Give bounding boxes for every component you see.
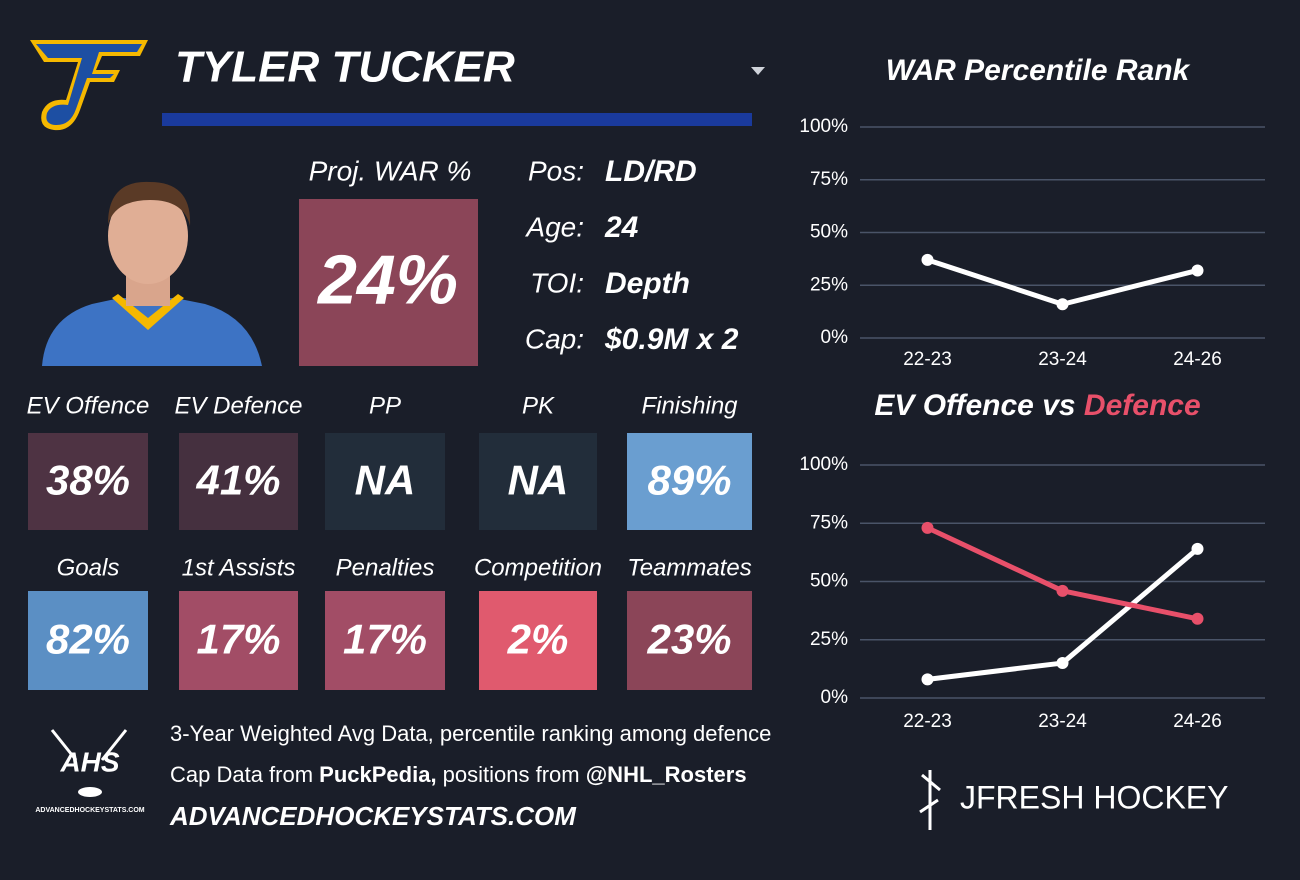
footer-line1: 3-Year Weighted Avg Data, percentile ran… — [170, 721, 771, 746]
proj-box — [299, 199, 478, 366]
proj-value: 24% — [316, 240, 458, 318]
tile — [325, 433, 445, 530]
chart-title: EV Offence vs Defence — [874, 389, 1200, 422]
footer-text: Cap Data from — [170, 762, 319, 787]
name-underline — [162, 113, 752, 126]
point — [921, 673, 934, 686]
tile-value: 17% — [343, 616, 427, 663]
x-tick-label: 24-26 — [1173, 349, 1222, 370]
info-value: LD/RD — [605, 155, 697, 188]
tile — [325, 591, 445, 690]
proj-label: Proj. WAR % — [309, 155, 472, 186]
info-label: Cap: — [525, 323, 584, 354]
y-tick-label: 100% — [799, 116, 848, 137]
y-tick-label: 25% — [810, 274, 848, 295]
tile — [28, 591, 148, 690]
team-logo — [30, 40, 148, 131]
tile-label: Penalties — [336, 554, 435, 581]
point — [1191, 542, 1204, 555]
x-tick-label: 23-24 — [1038, 349, 1087, 370]
tile — [627, 433, 752, 530]
y-tick-label: 25% — [810, 629, 848, 650]
tile — [28, 433, 148, 530]
info-label: TOI: — [530, 267, 584, 298]
ahs-logo-sub: ADVANCEDHOCKEYSTATS.COM — [35, 807, 144, 814]
point — [921, 253, 934, 266]
tile-label: 1st Assists — [182, 554, 296, 581]
info-label: Age: — [524, 211, 584, 242]
y-tick-label: 50% — [810, 571, 848, 592]
tile-value: 41% — [195, 457, 280, 504]
point — [1056, 657, 1069, 670]
tile-value: 17% — [196, 616, 280, 663]
chart-title-text: EV Offence vs — [874, 389, 1075, 422]
tile-label: Competition — [474, 554, 602, 581]
tile — [179, 433, 298, 530]
player-name: TYLER TUCKER — [175, 43, 515, 92]
tile-label: Goals — [57, 554, 120, 581]
y-tick-label: 0% — [821, 327, 849, 348]
x-tick-label: 22-23 — [903, 711, 952, 732]
tile — [179, 591, 298, 690]
dropdown[interactable] — [751, 67, 765, 75]
chart-title: WAR Percentile Rank — [886, 54, 1191, 87]
footer-line2: Cap Data from PuckPedia, positions from … — [170, 762, 747, 787]
tile-value: 89% — [647, 457, 731, 504]
y-tick-label: 75% — [810, 169, 848, 190]
point — [1191, 612, 1204, 625]
tile-value: NA — [508, 457, 569, 504]
x-tick-label: 24-26 — [1173, 711, 1222, 732]
x-tick-label: 23-24 — [1038, 711, 1087, 732]
tile-label: EV Defence — [174, 392, 302, 419]
line — [926, 257, 1199, 307]
line — [926, 525, 1199, 622]
footer-url: ADVANCEDHOCKEYSTATS.COM — [169, 801, 577, 831]
y-tick-label: 0% — [821, 687, 849, 708]
tiles: EV Offence 38% EV Defence 41% PP NA PK NA Finish… — [27, 392, 752, 690]
tile-label: Teammates — [627, 554, 752, 581]
footer-link: @NHL_Rosters — [586, 762, 747, 787]
chart-title-highlight: Defence — [1084, 389, 1201, 422]
point — [1191, 264, 1204, 277]
tile-label: EV Offence — [27, 392, 150, 419]
ahs-logo: AHS ADVANCEDHOCKEYSTATS.COM — [35, 729, 145, 814]
footer-link: PuckPedia, — [319, 762, 436, 787]
point — [921, 521, 934, 534]
brand: JFRESH HOCKEY — [960, 779, 1228, 815]
info-value: Depth — [605, 267, 690, 300]
info-value: 24 — [604, 211, 639, 244]
y-tick-label: 50% — [810, 222, 848, 243]
info-list: Pos: LD/RD Age: 24 TOI: Depth Cap: $0.9M x 2 — [524, 155, 738, 356]
info-label: Pos: — [528, 155, 584, 186]
tile-label: Finishing — [641, 392, 738, 419]
y-tick-label: 75% — [810, 512, 848, 533]
tile-value: NA — [355, 457, 416, 504]
footer-text: positions from — [437, 762, 586, 787]
tile — [479, 591, 597, 690]
ahs-logo-text: AHS — [59, 746, 119, 777]
tile-label: PP — [369, 392, 401, 419]
point — [1056, 584, 1069, 597]
jfresh-logo — [919, 770, 941, 830]
tile-value: 2% — [507, 616, 569, 663]
tile-label: PK — [522, 392, 555, 419]
tile — [627, 591, 752, 690]
point — [1056, 298, 1069, 311]
info-value: $0.9M x 2 — [604, 323, 739, 356]
tile-value: 38% — [46, 457, 130, 504]
tile — [479, 433, 597, 530]
tile-value: 23% — [646, 616, 731, 663]
tile-value: 82% — [46, 616, 130, 663]
chart-title-text: WAR Percentile Rank — [886, 54, 1191, 87]
y-tick-label: 100% — [799, 454, 848, 475]
player-photo — [42, 181, 262, 366]
x-tick-label: 22-23 — [903, 349, 952, 370]
